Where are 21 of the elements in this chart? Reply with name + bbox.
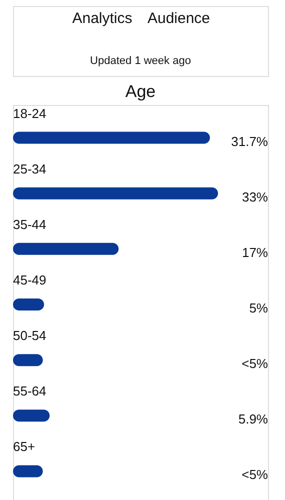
data-label: 31.7% [231, 134, 268, 149]
y-tick-label: 45-49 [13, 272, 46, 288]
bar [13, 132, 210, 144]
data-label: <5% [242, 356, 268, 372]
y-tick-label: 55-64 [13, 384, 46, 399]
y-tick-label: 18-24 [13, 106, 46, 121]
text: Analytics [72, 10, 132, 27]
bar [13, 242, 119, 255]
bar [13, 187, 218, 200]
y-tick-label: 35-44 [13, 216, 46, 232]
data-label: 33% [242, 189, 268, 204]
y-tick-label: 50-54 [13, 328, 46, 344]
data-label: 5.9% [238, 412, 268, 427]
chart-title: Age [125, 82, 156, 101]
data-label: <5% [242, 467, 268, 482]
text: Updated 1 week ago [90, 55, 191, 67]
data-label: 17% [242, 244, 268, 260]
data-label: 5% [249, 300, 268, 316]
text: Audience [147, 10, 210, 27]
y-tick-label: 65+ [13, 439, 36, 454]
y-tick-label: 25-34 [13, 161, 46, 176]
